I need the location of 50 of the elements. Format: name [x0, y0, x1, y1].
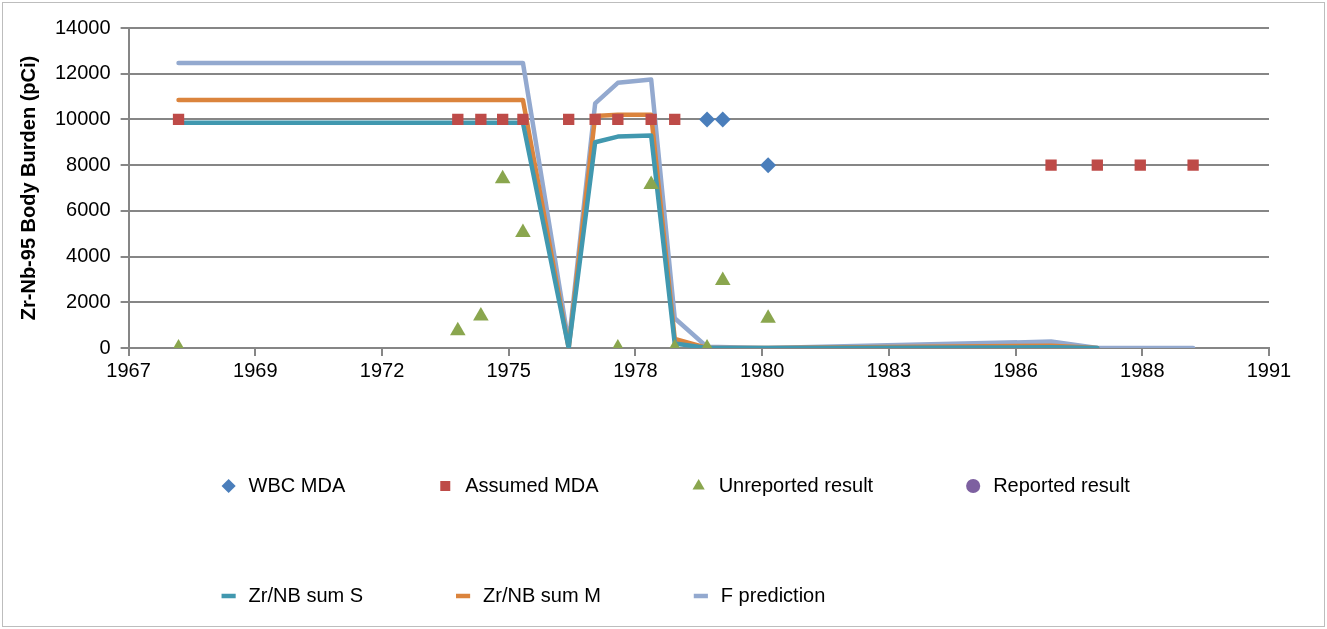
point — [760, 157, 777, 174]
point — [760, 309, 776, 323]
x-tick-label: 1967 — [106, 358, 151, 381]
point — [517, 113, 529, 126]
x-tick-label: 1983 — [866, 358, 912, 381]
x-tick-label: 1972 — [359, 358, 405, 381]
x-tick-label: 1988 — [1120, 358, 1165, 381]
x-tick-label: 1975 — [486, 358, 531, 381]
point — [1045, 159, 1057, 171]
point — [1187, 159, 1199, 171]
legend-label: Unreported result — [718, 473, 874, 496]
x-tick-label: 1991 — [1246, 358, 1292, 381]
y-tick-label: 8000 — [66, 152, 111, 175]
point — [645, 113, 657, 126]
legend-label: Zr/NB sum M — [483, 583, 601, 606]
point — [172, 113, 185, 126]
y-tick-label: 0 — [99, 335, 111, 358]
point — [714, 111, 731, 128]
legend-label: WBC MDA — [248, 473, 346, 496]
x-tick-label: 1986 — [993, 358, 1038, 381]
y-tick-label: 2000 — [66, 289, 111, 312]
legend-label: Reported result — [993, 473, 1131, 496]
x-tick-label: 1969 — [233, 358, 278, 381]
point — [714, 271, 731, 286]
y-tick-label: 4000 — [66, 244, 111, 267]
point — [643, 175, 659, 190]
y-tick-label: 6000 — [66, 198, 111, 221]
x-tick-label: 1978 — [613, 358, 658, 381]
point — [473, 307, 489, 321]
point — [452, 113, 464, 126]
point — [450, 321, 466, 336]
point — [497, 113, 509, 126]
point — [612, 113, 624, 126]
point — [515, 223, 531, 238]
point — [1134, 159, 1146, 171]
y-tick-label: 10000 — [54, 106, 111, 129]
point — [563, 113, 575, 126]
point — [589, 113, 601, 126]
y-axis-title: Zr-Nb-95 Body Burden (pCi) — [16, 55, 39, 321]
point — [475, 113, 487, 126]
point — [1091, 159, 1103, 171]
legend-label: Assumed MDA — [465, 473, 600, 496]
x-tick-label: 1980 — [739, 358, 785, 381]
point — [494, 169, 511, 184]
point — [699, 111, 716, 128]
legend-label: F prediction — [720, 583, 826, 606]
y-tick-label: 14000 — [54, 15, 111, 38]
legend-label: Zr/NB sum S — [248, 583, 364, 606]
point — [669, 113, 681, 126]
y-tick-label: 12000 — [54, 61, 111, 84]
